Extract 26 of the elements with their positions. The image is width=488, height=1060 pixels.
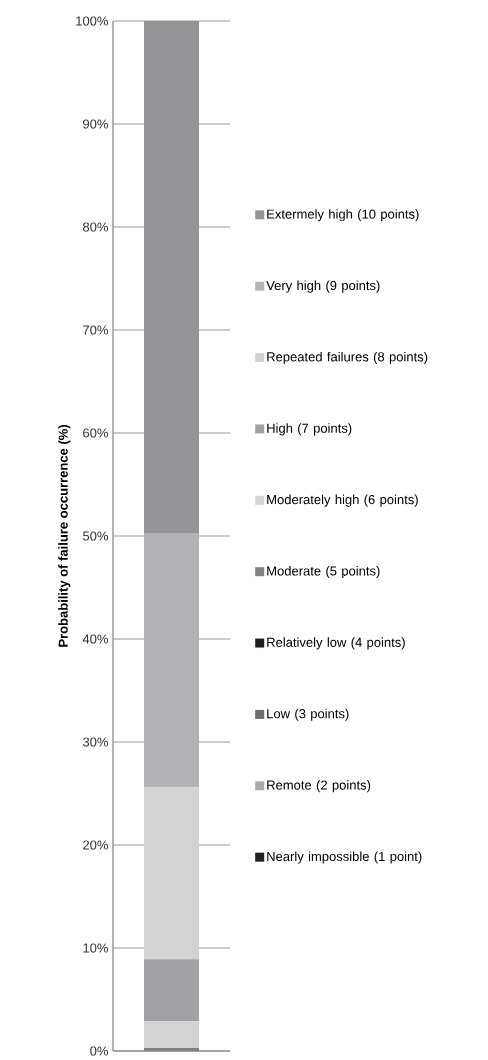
y-tick-label: 60% [83, 428, 109, 438]
y-tick-label: 0% [90, 1046, 109, 1056]
legend-label: Moderately high (6 points) [267, 494, 418, 507]
legend-label: Repeated failures (8 points) [267, 351, 428, 365]
legend-label: Extermely high (10 points) [267, 209, 419, 222]
y-tick-label: 40% [82, 634, 109, 644]
bar [144, 787, 199, 960]
bar [144, 959, 199, 1022]
legend-label: Nearly impossible (1 point) [267, 851, 422, 864]
legend-label: Remote (2 points) [267, 780, 371, 793]
y-tick-label: 20% [83, 840, 109, 850]
y-axis-title: Probability of failure occurrence (%) [58, 425, 71, 647]
y-tick-label: 30% [82, 737, 109, 747]
legend-label: Very high (9 points) [266, 280, 380, 293]
legend-label: High (7 points) [267, 423, 352, 436]
bar [144, 532, 199, 788]
y-tick-label: 70% [83, 325, 109, 335]
y-tick-label: 50% [82, 531, 109, 541]
legend-label: Low (3 points) [267, 708, 349, 721]
legend-label: Relatively low (4 points) [267, 637, 405, 650]
y-tick-label: 80% [83, 222, 109, 232]
legend-label: Moderate (5 points) [267, 565, 380, 579]
y-tick-label: 10% [83, 943, 109, 953]
y-tick-label: 90% [83, 119, 109, 129]
bar [144, 1021, 199, 1048]
y-tick-label: 100% [76, 16, 108, 26]
